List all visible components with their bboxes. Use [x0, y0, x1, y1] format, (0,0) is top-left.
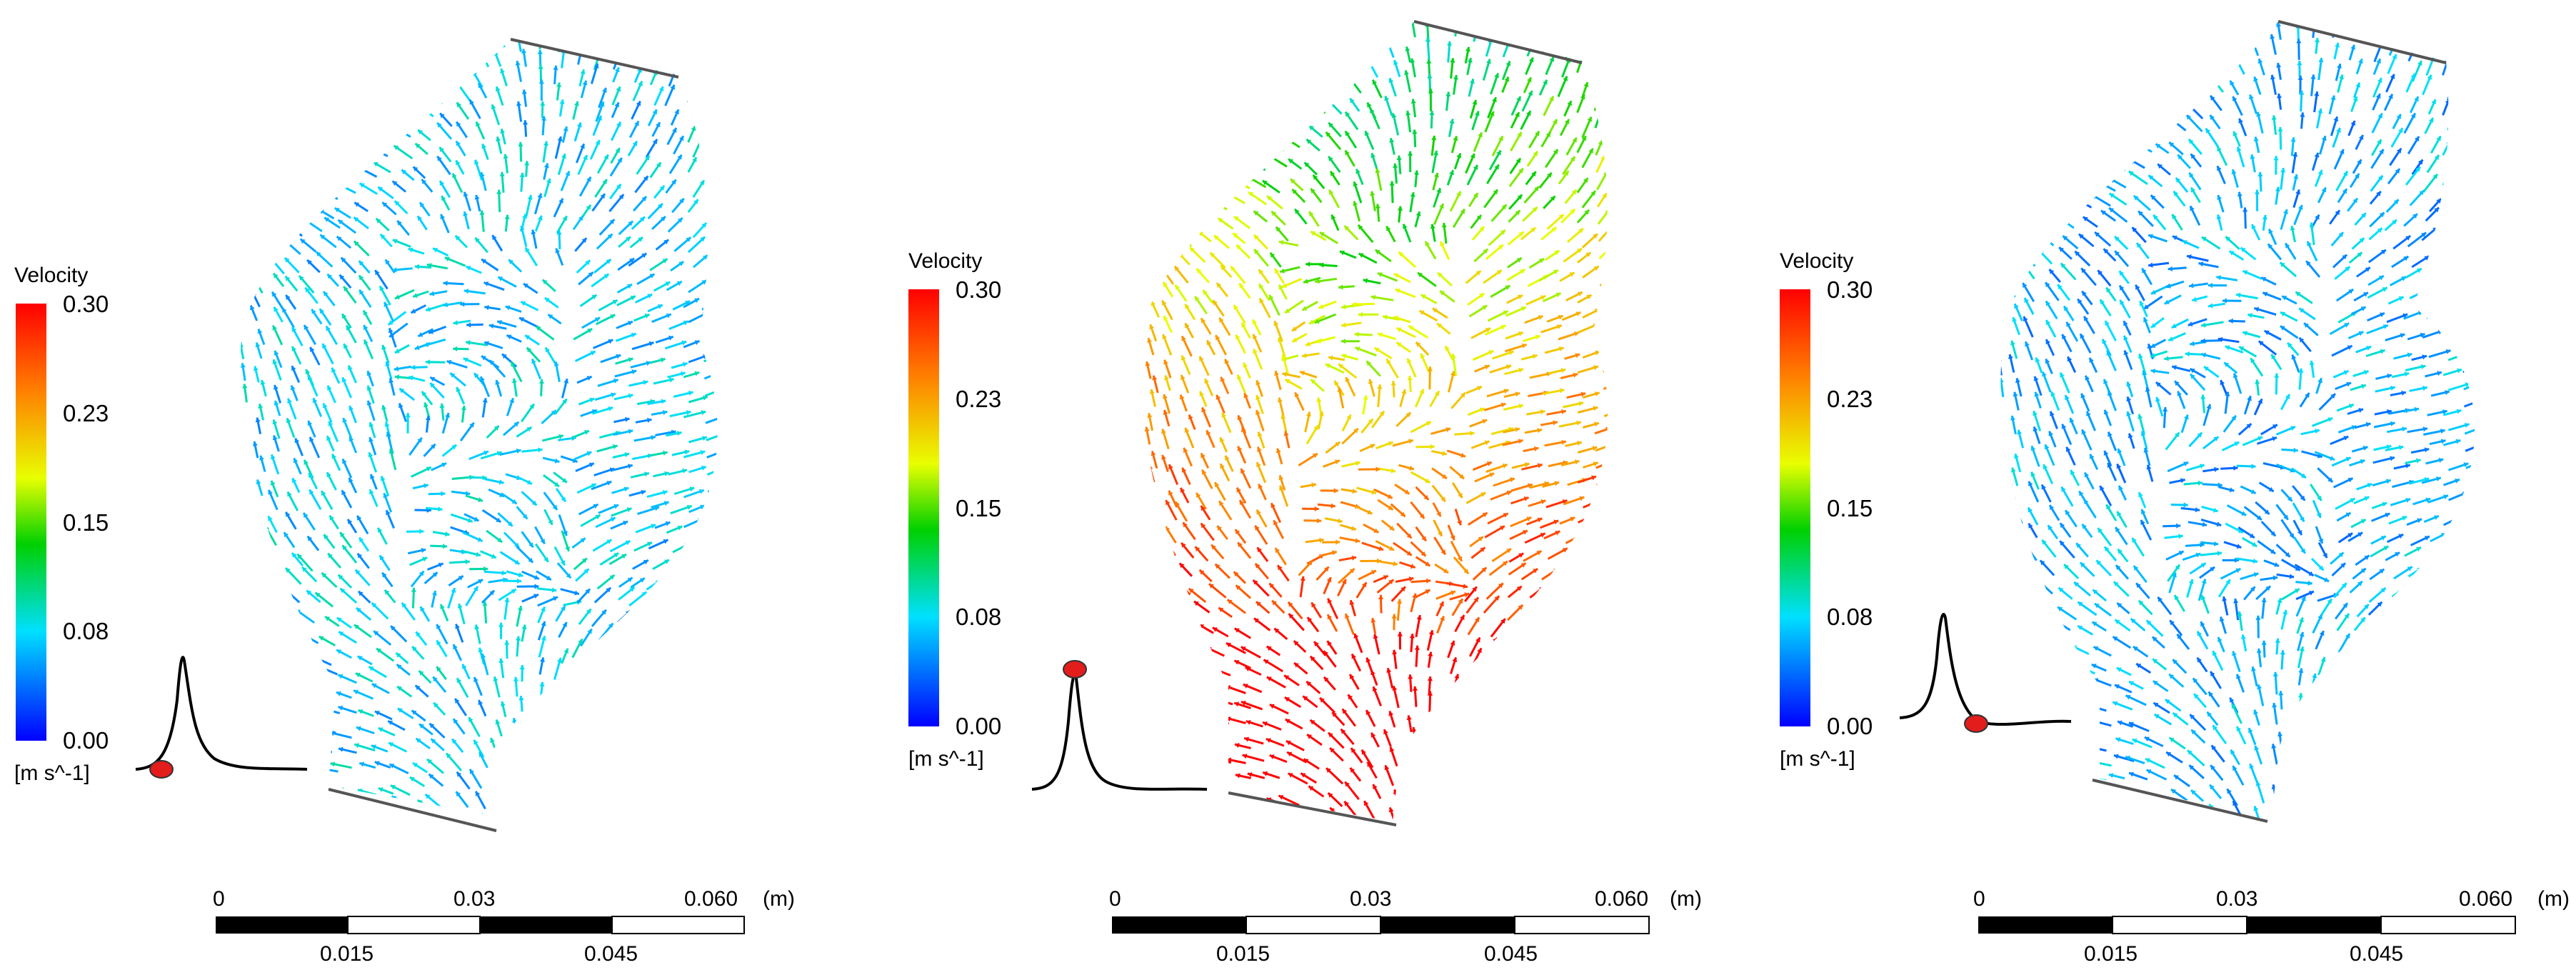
colorbar-unit: [m s^-1]	[908, 747, 984, 771]
colorbar-tick-min: 0.00	[956, 713, 1001, 739]
scale-label-0045: 0.045	[1484, 942, 1538, 966]
scale-label-0060: 0.060	[1595, 887, 1648, 911]
colorbar-tick-max: 0.30	[1827, 276, 1873, 303]
scale-bar: 0 0.03 0.060 (m) 0.015 0.045	[213, 887, 795, 966]
scale-label-0015: 0.015	[2084, 942, 2138, 966]
scale-unit: (m)	[1670, 887, 1702, 911]
panel-1: Velocity 0.30 0.23 0.15 0.08 0.00 [m s^-…	[14, 38, 795, 966]
colorbar-tick-2: 0.23	[956, 386, 1001, 412]
waveform-marker	[1899, 613, 2072, 733]
colorbar-tick-min: 0.00	[1827, 713, 1873, 739]
waveform-marker	[135, 656, 308, 779]
inlet-line	[1228, 791, 1397, 826]
phase-marker-dot	[1964, 714, 1988, 733]
outlet-line	[2277, 20, 2447, 64]
scale-label-0045: 0.045	[2350, 942, 2403, 966]
colorbar-tick-2: 0.23	[1827, 386, 1873, 412]
scale-label-0015: 0.015	[1216, 942, 1270, 966]
outlet-line	[510, 38, 679, 79]
colorbar-gradient	[16, 304, 46, 741]
colorbar-tick-3: 0.15	[1827, 495, 1873, 521]
inlet-line	[2092, 779, 2268, 823]
outlet-line	[1413, 20, 1583, 64]
scale-label-003: 0.03	[453, 887, 495, 911]
colorbar-tick-2: 0.23	[63, 400, 109, 426]
phase-marker-dot	[1063, 660, 1087, 679]
colorbar-tick-min: 0.00	[63, 727, 109, 754]
colorbar-title: Velocity	[1780, 249, 1853, 273]
colorbar-tick-max: 0.30	[63, 291, 109, 317]
scale-label-003: 0.03	[2216, 887, 2257, 911]
velocity-colorbar: Velocity 0.30 0.23 0.15 0.08 0.00 [m s^-…	[1780, 249, 1873, 771]
colorbar-tick-4: 0.08	[956, 604, 1001, 630]
colorbar-unit: [m s^-1]	[1780, 747, 1855, 771]
panel-3: Velocity 0.30 0.23 0.15 0.08 0.00 [m s^-…	[1780, 20, 2570, 966]
scale-bar: 0 0.03 0.060 (m) 0.015 0.045	[1973, 887, 2570, 966]
colorbar-title: Velocity	[14, 264, 88, 287]
waveform-marker	[1031, 660, 1208, 791]
scale-label-0060: 0.060	[684, 887, 738, 911]
scale-unit: (m)	[763, 887, 795, 911]
colorbar-tick-4: 0.08	[1827, 604, 1873, 630]
velocity-colorbar: Velocity 0.30 0.23 0.15 0.08 0.00 [m s^-…	[908, 249, 1001, 771]
scale-label-0: 0	[1973, 887, 1985, 911]
scale-label-0045: 0.045	[584, 942, 638, 966]
scale-label-0: 0	[213, 887, 225, 911]
scale-bar: 0 0.03 0.060 (m) 0.015 0.045	[1109, 887, 1702, 966]
vessel-vector-field	[1140, 21, 1608, 821]
colorbar-unit: [m s^-1]	[14, 761, 90, 785]
panel-2: Velocity 0.30 0.23 0.15 0.08 0.00 [m s^-…	[908, 20, 1702, 966]
colorbar-title: Velocity	[908, 249, 982, 273]
scale-label-003: 0.03	[1350, 887, 1391, 911]
colorbar-gradient	[1780, 289, 1810, 726]
vessel-vector-field	[2000, 21, 2475, 821]
inlet-line	[328, 788, 497, 832]
scale-unit: (m)	[2537, 887, 2570, 911]
vessel-vector-field	[240, 39, 718, 814]
colorbar-tick-3: 0.15	[956, 495, 1001, 521]
scale-label-0: 0	[1109, 887, 1121, 911]
velocity-colorbar: Velocity 0.30 0.23 0.15 0.08 0.00 [m s^-…	[14, 264, 109, 785]
scale-label-0060: 0.060	[2459, 887, 2512, 911]
phase-marker-dot	[149, 760, 174, 779]
colorbar-tick-4: 0.08	[63, 618, 109, 644]
colorbar-gradient	[908, 289, 939, 726]
scale-label-0015: 0.015	[320, 942, 374, 966]
colorbar-tick-3: 0.15	[63, 509, 109, 536]
colorbar-tick-max: 0.30	[956, 276, 1001, 303]
